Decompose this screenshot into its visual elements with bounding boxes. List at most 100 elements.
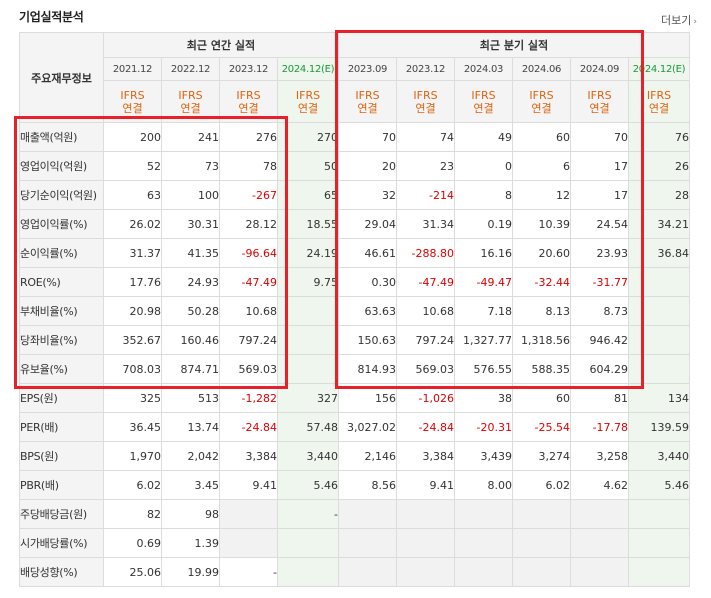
- table-row: ROE(%) 17.76 24.93 -47.49 9.75 0.30 -47.49 -49.…: [19, 267, 690, 297]
- value-cell: 31.37: [103, 238, 162, 268]
- value-cell: -31.77: [570, 267, 629, 297]
- consolidated-label: 연결: [122, 101, 143, 115]
- table-row: PER(배) 36.45 13.74 -24.84 57.48 3,027.02 -24.8…: [19, 412, 690, 442]
- row-label: 시가배당률(%): [19, 528, 104, 558]
- annual-group-header: 최근 연간 실적: [103, 32, 339, 58]
- value-cell: 60: [512, 383, 571, 413]
- row-label: 주당배당금(원): [19, 499, 104, 529]
- value-cell: 10.68: [396, 296, 455, 326]
- row-label: BPS(원): [19, 441, 104, 471]
- value-cell: [454, 557, 513, 587]
- ifrs-label: IFRS: [295, 88, 321, 102]
- row-label: PER(배): [19, 412, 104, 442]
- ifrs-label: IFRS: [120, 88, 145, 102]
- value-cell: 82: [103, 499, 162, 529]
- value-cell: 10.39: [512, 209, 571, 239]
- value-cell: [277, 557, 339, 587]
- ifrs-label: IFRS: [529, 88, 554, 102]
- value-cell: 5.46: [628, 470, 690, 500]
- table-row: 매출액(억원) 200 241 276 270 70 74 49 60 70 76: [19, 122, 690, 152]
- value-cell: [512, 528, 571, 558]
- value-cell: [277, 296, 339, 326]
- value-cell: 32: [338, 180, 397, 210]
- ifrs-label: IFRS: [413, 88, 438, 102]
- value-cell: -1,026: [396, 383, 455, 413]
- value-cell: 50: [277, 151, 339, 181]
- value-cell: 10.68: [219, 296, 278, 326]
- consolidated-label: 연결: [238, 101, 259, 115]
- value-cell: 3,440: [277, 441, 339, 471]
- value-cell: 17.76: [103, 267, 162, 297]
- row-label: PBR(배): [19, 470, 104, 500]
- value-cell: 200: [103, 122, 162, 152]
- value-cell: 1,318.56: [512, 325, 571, 355]
- period-header: 2024.03: [454, 57, 513, 81]
- value-cell: -214: [396, 180, 455, 210]
- table-row: EPS(원) 325 513 -1,282 327 156 -1,026 38 60 81 134: [19, 383, 690, 413]
- chevron-right-icon: ›: [693, 17, 697, 27]
- value-cell: 41.35: [161, 238, 220, 268]
- value-cell: [570, 499, 629, 529]
- value-cell: [396, 557, 455, 587]
- value-cell: [628, 267, 690, 297]
- value-cell: 25.06: [103, 557, 162, 587]
- value-cell: 9.75: [277, 267, 339, 297]
- value-cell: 4.62: [570, 470, 629, 500]
- value-cell: 5.46: [277, 470, 339, 500]
- ifrs-label: IFRS: [236, 88, 261, 102]
- value-cell: -32.44: [512, 267, 571, 297]
- value-cell: 20.60: [512, 238, 571, 268]
- value-cell: 3,027.02: [338, 412, 397, 442]
- value-cell: 3,439: [454, 441, 513, 471]
- row-label: 배당성향(%): [19, 557, 104, 587]
- value-cell: 1.39: [161, 528, 220, 558]
- value-cell: 134: [628, 383, 690, 413]
- period-header: 2023.12: [396, 57, 455, 81]
- value-cell: 139.59: [628, 412, 690, 442]
- table-row: 영업이익률(%) 26.02 30.31 28.12 18.55 29.04 31.34 0.…: [19, 209, 690, 239]
- ifrs-header: IFRS 연결: [219, 80, 278, 123]
- value-cell: 52: [103, 151, 162, 181]
- value-cell: -: [219, 557, 278, 587]
- value-cell: 8.73: [570, 296, 629, 326]
- table-row: 주당배당금(원) 82 98 -: [19, 499, 690, 529]
- value-cell: 23: [396, 151, 455, 181]
- consolidated-label: 연결: [415, 101, 436, 115]
- row-label: 당좌비율(%): [19, 325, 104, 355]
- consolidated-label: 연결: [648, 101, 670, 115]
- value-cell: 74: [396, 122, 455, 152]
- consolidated-label: 연결: [589, 101, 610, 115]
- value-cell: 26: [628, 151, 690, 181]
- value-cell: 2,146: [338, 441, 397, 471]
- table-row: 당좌비율(%) 352.67 160.46 797.24 150.63 797.24 1,3…: [19, 325, 690, 355]
- value-cell: 17: [570, 151, 629, 181]
- value-cell: [570, 528, 629, 558]
- value-cell: 26.02: [103, 209, 162, 239]
- table-row: 순이익률(%) 31.37 41.35 -96.64 24.19 46.61 -288.80…: [19, 238, 690, 268]
- value-cell: 70: [338, 122, 397, 152]
- value-cell: [338, 499, 397, 529]
- value-cell: 9.41: [396, 470, 455, 500]
- value-cell: 576.55: [454, 354, 513, 384]
- period-header: 2023.12: [219, 57, 278, 81]
- table-row: PBR(배) 6.02 3.45 9.41 5.46 8.56 9.41 8.00 6.02 4.…: [19, 470, 690, 500]
- consolidated-label: 연결: [531, 101, 552, 115]
- value-cell: -20.31: [454, 412, 513, 442]
- value-cell: [338, 528, 397, 558]
- ifrs-header: IFRS 연결: [454, 80, 513, 123]
- value-cell: 18.55: [277, 209, 339, 239]
- value-cell: -: [277, 499, 339, 529]
- value-cell: -1,282: [219, 383, 278, 413]
- ifrs-header: IFRS 연결: [512, 80, 571, 123]
- value-cell: 569.03: [219, 354, 278, 384]
- more-link[interactable]: 더보기 ›: [661, 12, 697, 28]
- value-cell: 3,384: [396, 441, 455, 471]
- row-label: ROE(%): [19, 267, 104, 297]
- table-row: 배당성향(%) 25.06 19.99-: [19, 557, 690, 587]
- table-row: 부채비율(%) 20.98 50.28 10.68 63.63 10.68 7.18 8.13…: [19, 296, 690, 326]
- value-cell: 604.29: [570, 354, 629, 384]
- ifrs-header: IFRS 연결: [570, 80, 629, 123]
- value-cell: 588.35: [512, 354, 571, 384]
- value-cell: 241: [161, 122, 220, 152]
- value-cell: 60: [512, 122, 571, 152]
